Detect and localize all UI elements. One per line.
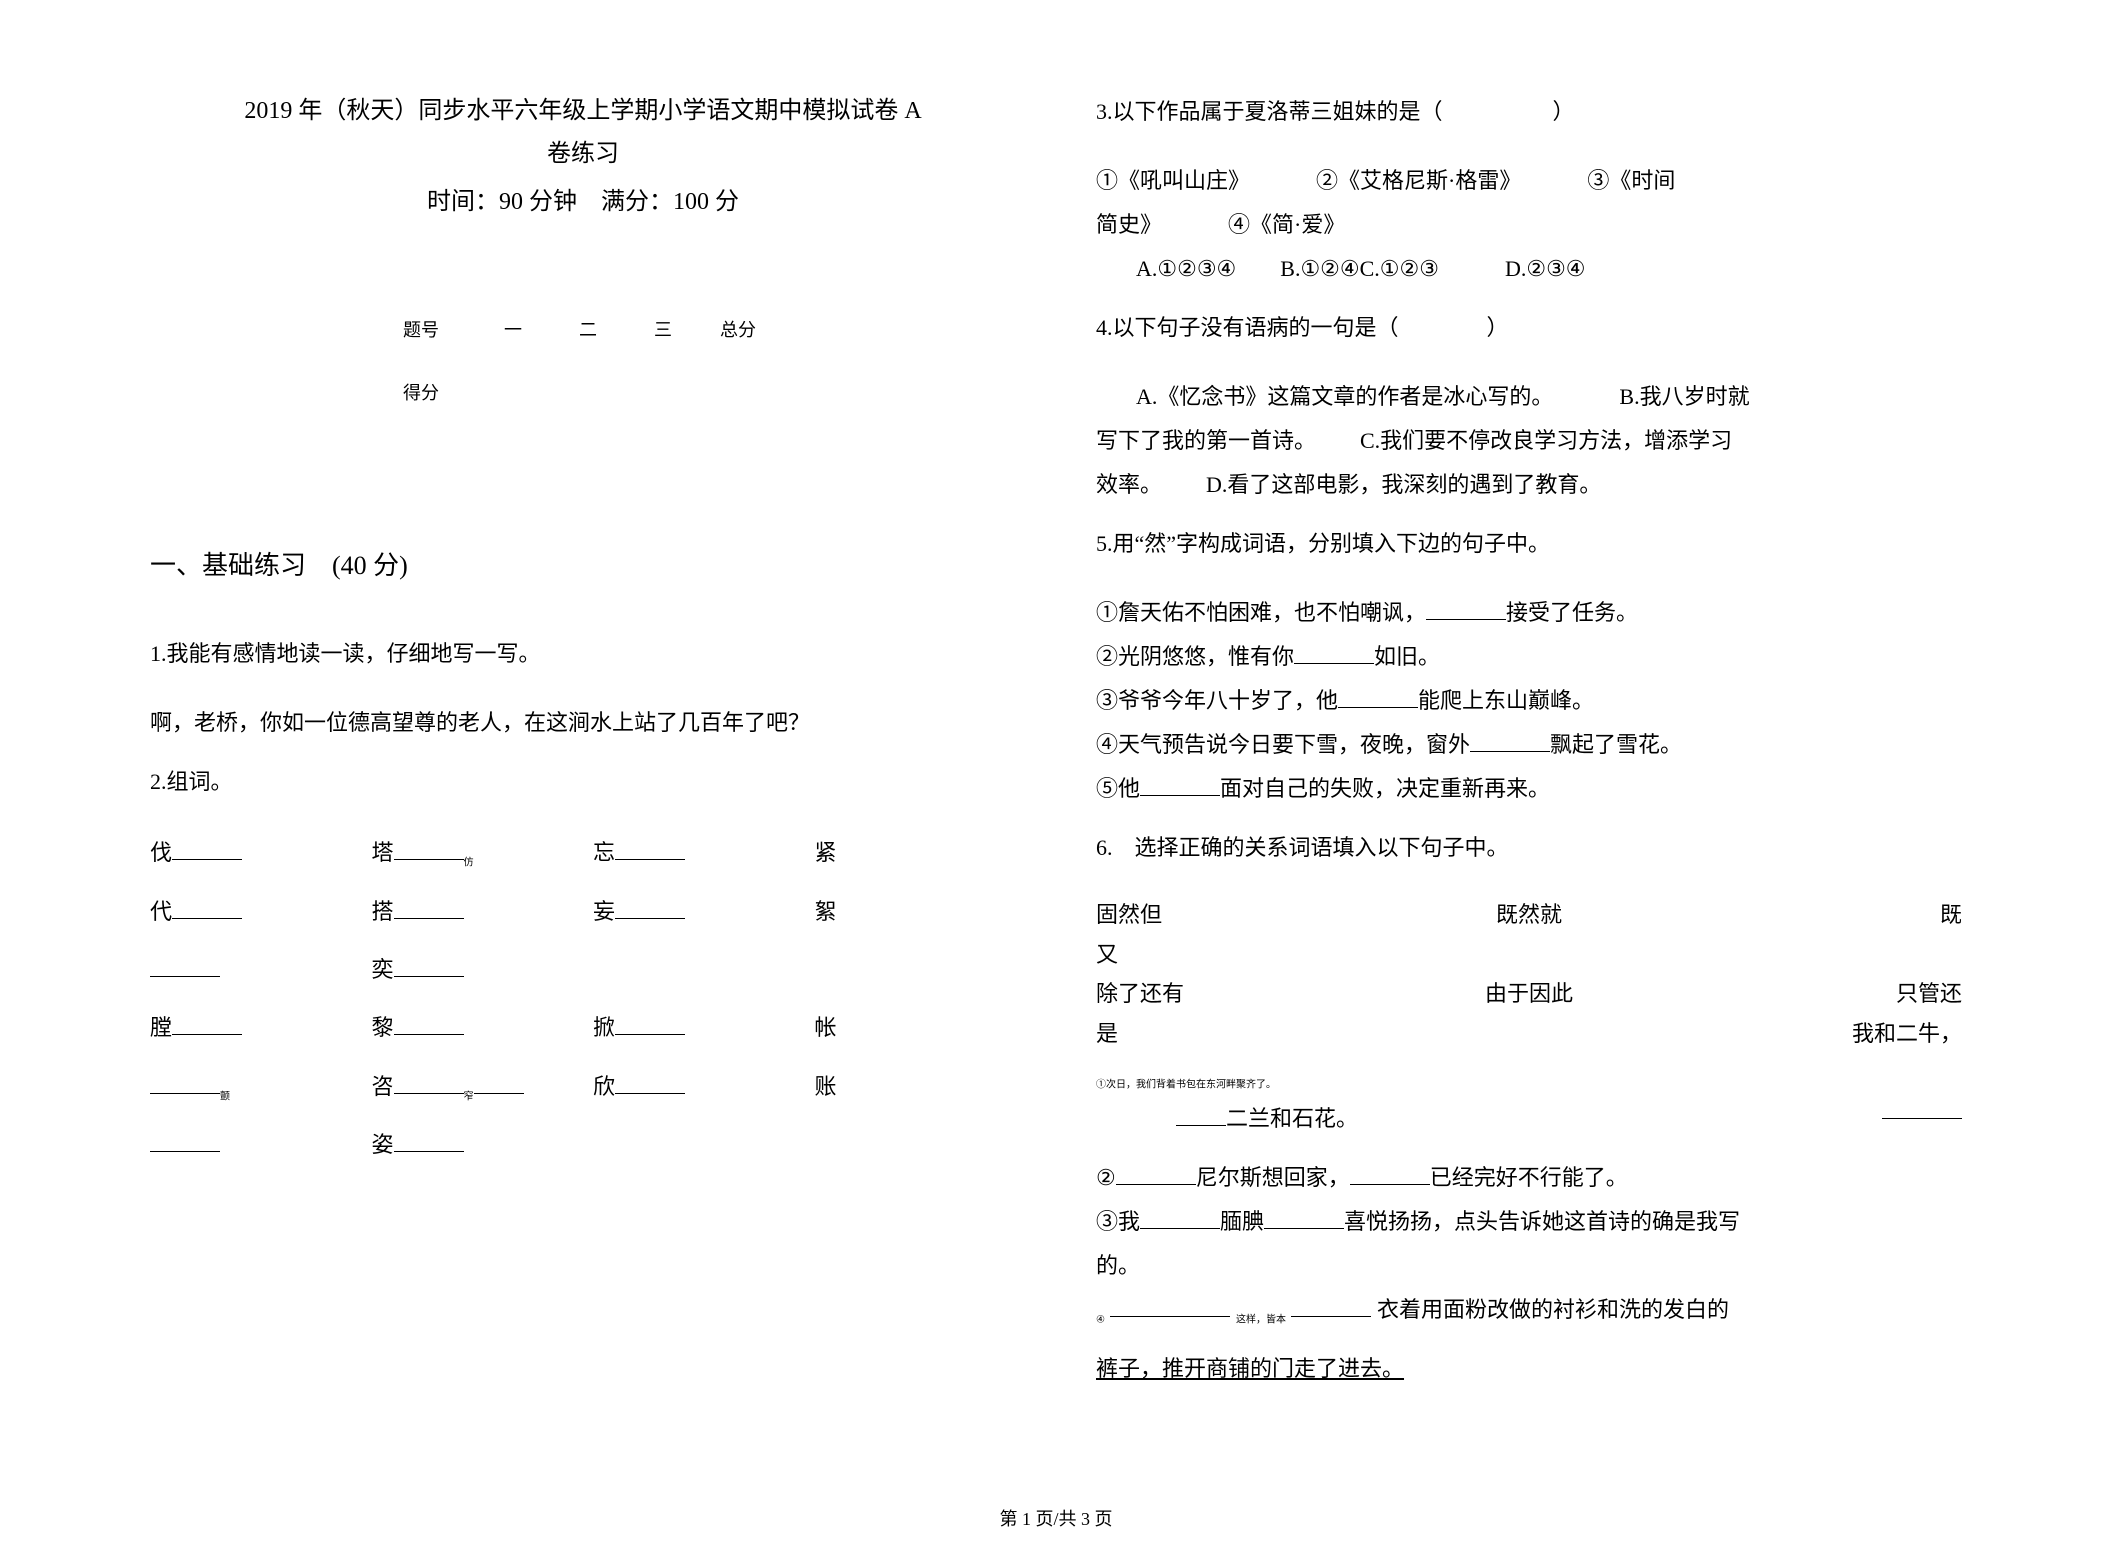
q1-text: 啊，老桥，你如一位德高望尊的老人，在这涧水上站了几百年了吧？ bbox=[150, 701, 1016, 745]
section-1-title: 一、基础练习 (40 分) bbox=[150, 545, 1016, 582]
score-header-label: 题号 bbox=[403, 299, 463, 362]
q3-choices-2: 简史》 ④《简·爱》 bbox=[1096, 203, 1962, 247]
zuci-2-3 bbox=[815, 946, 1017, 994]
q6-4: ④ 这样，皆本 衣着用面粉改做的衬衫和洗的发白的 bbox=[1096, 1288, 1962, 1332]
score-table: 题号 一 二 三 总分 得分 bbox=[403, 299, 763, 425]
q4-b: 写下了我的第一首诗。 C.我们要不停改良学习方法，增添学习 bbox=[1096, 419, 1962, 463]
q5-2: ②光阴悠悠，惟有你如旧。 bbox=[1096, 635, 1962, 679]
zuci-5-3 bbox=[815, 1121, 1017, 1169]
col-2: 二 bbox=[563, 299, 613, 362]
score-header-row: 题号 一 二 三 总分 bbox=[403, 299, 763, 362]
q6-1b: 二兰和石花。 bbox=[1096, 1097, 1962, 1141]
title-block: 2019 年（秋天）同步水平六年级上学期小学语文期中模拟试卷 A 卷练习 时间：… bbox=[150, 90, 1016, 229]
q5-1: ①詹天佑不怕困难，也不怕嘲讽，接受了任务。 bbox=[1096, 591, 1962, 635]
col-3: 三 bbox=[638, 299, 688, 362]
q6-conj-grid: 固然但 既然就 既 又 除了还有 由于因此 只管还 是 我和二牛， bbox=[1096, 895, 1962, 1053]
zuci-4-2: 欣 bbox=[593, 1063, 795, 1111]
time-score: 时间：90 分钟 满分：100 分 bbox=[150, 176, 1016, 229]
conj-3-2: 我和二牛， bbox=[1673, 1014, 1962, 1054]
zuci-3-0: 膛 bbox=[150, 1004, 352, 1052]
q6-5: 裤子，推开商铺的门走了进去。 bbox=[1096, 1347, 1962, 1391]
score-value-row: 得分 bbox=[403, 362, 763, 425]
q6-3: ③我腼腆喜悦扬扬，点头告诉她这首诗的确是我写 bbox=[1096, 1200, 1962, 1244]
left-column: 2019 年（秋天）同步水平六年级上学期小学语文期中模拟试卷 A 卷练习 时间：… bbox=[150, 90, 1016, 1450]
conj-0-0: 固然但 bbox=[1096, 895, 1385, 935]
score-total bbox=[713, 362, 763, 425]
exam-title-2: 卷练习 bbox=[150, 133, 1016, 176]
zuci-3-2: 掀 bbox=[593, 1004, 795, 1052]
q1-prompt: 1.我能有感情地读一读，仔细地写一写。 bbox=[150, 632, 1016, 676]
zuci-2-1: 奕 bbox=[372, 946, 574, 994]
score-value-label: 得分 bbox=[403, 362, 463, 425]
score-3 bbox=[638, 362, 688, 425]
zuci-4-3: 账 bbox=[815, 1063, 1017, 1111]
q5-4: ④天气预告说今日要下雪，夜晚，窗外飘起了雪花。 bbox=[1096, 723, 1962, 767]
zuci-1-1: 搭 bbox=[372, 888, 574, 936]
q5-5: ⑤他面对自己的失败，决定重新再来。 bbox=[1096, 767, 1962, 811]
zuci-1-2: 妄 bbox=[593, 888, 795, 936]
zuci-4-1: 咨窄 bbox=[372, 1063, 574, 1111]
q4-a: A.《忆念书》这篇文章的作者是冰心写的。 B.我八岁时就 bbox=[1096, 375, 1962, 419]
page-footer: 第 1 页/共 3 页 bbox=[0, 1505, 2112, 1531]
q6-3b: 的。 bbox=[1096, 1244, 1962, 1288]
q2-grid: 伐 塔仿 忘 紧 代 搭 妄 絮 奕 膛 黎 掀 帐 颤 咨窄 欣 账 bbox=[150, 829, 1016, 1169]
zuci-2-0 bbox=[150, 946, 352, 994]
zuci-3-1: 黎 bbox=[372, 1004, 574, 1052]
zuci-2-2 bbox=[593, 946, 795, 994]
zuci-5-0 bbox=[150, 1121, 352, 1169]
conj-1-0: 又 bbox=[1096, 935, 1385, 975]
conj-0-1: 既然就 bbox=[1385, 895, 1674, 935]
zuci-5-2 bbox=[593, 1121, 795, 1169]
q6-prompt: 6. 选择正确的关系词语填入以下句子中。 bbox=[1096, 826, 1962, 870]
col-total: 总分 bbox=[713, 299, 763, 362]
page-columns: 2019 年（秋天）同步水平六年级上学期小学语文期中模拟试卷 A 卷练习 时间：… bbox=[150, 90, 1962, 1450]
exam-title-1: 2019 年（秋天）同步水平六年级上学期小学语文期中模拟试卷 A bbox=[150, 90, 1016, 133]
conj-0-2: 既 bbox=[1673, 895, 1962, 935]
q3-choices-1: ①《吼叫山庄》 ②《艾格尼斯·格雷》 ③《时间 bbox=[1096, 159, 1962, 203]
conj-3-0: 是 bbox=[1096, 1014, 1385, 1054]
conj-2-1: 由于因此 bbox=[1385, 974, 1674, 1014]
zuci-3-3: 帐 bbox=[815, 1004, 1017, 1052]
zuci-0-2: 忘 bbox=[593, 829, 795, 877]
zuci-1-0: 代 bbox=[150, 888, 352, 936]
zuci-4-0: 颤 bbox=[150, 1063, 352, 1111]
q6-1: ①次日，我们背着书包在东河畔聚齐了。 bbox=[1096, 1053, 1962, 1097]
score-2 bbox=[563, 362, 613, 425]
q3-options: A.①②③④ B.①②④C.①②③ D.②③④ bbox=[1096, 247, 1962, 291]
q2-prompt: 2.组词。 bbox=[150, 760, 1016, 804]
q3-prompt: 3.以下作品属于夏洛蒂三姐妹的是（ ） bbox=[1096, 90, 1962, 134]
conj-2-2: 只管还 bbox=[1673, 974, 1962, 1014]
q5-3: ③爷爷今年八十岁了，他能爬上东山巅峰。 bbox=[1096, 679, 1962, 723]
q4-c: 效率。 D.看了这部电影，我深刻的遇到了教育。 bbox=[1096, 463, 1962, 507]
conj-2-0: 除了还有 bbox=[1096, 974, 1385, 1014]
zuci-0-3: 紧 bbox=[815, 829, 1017, 877]
q6-2: ②尼尔斯想回家，已经完好不行能了。 bbox=[1096, 1156, 1962, 1200]
q5-prompt: 5.用“然”字构成词语，分别填入下边的句子中。 bbox=[1096, 522, 1962, 566]
zuci-0-1: 塔仿 bbox=[372, 829, 574, 877]
score-1 bbox=[488, 362, 538, 425]
q4-prompt: 4.以下句子没有语病的一句是（ ） bbox=[1096, 306, 1962, 350]
zuci-1-3: 絮 bbox=[815, 888, 1017, 936]
zuci-0-0: 伐 bbox=[150, 829, 352, 877]
right-column: 3.以下作品属于夏洛蒂三姐妹的是（ ） ①《吼叫山庄》 ②《艾格尼斯·格雷》 ③… bbox=[1096, 90, 1962, 1450]
col-1: 一 bbox=[488, 299, 538, 362]
zuci-5-1: 姿 bbox=[372, 1121, 574, 1169]
